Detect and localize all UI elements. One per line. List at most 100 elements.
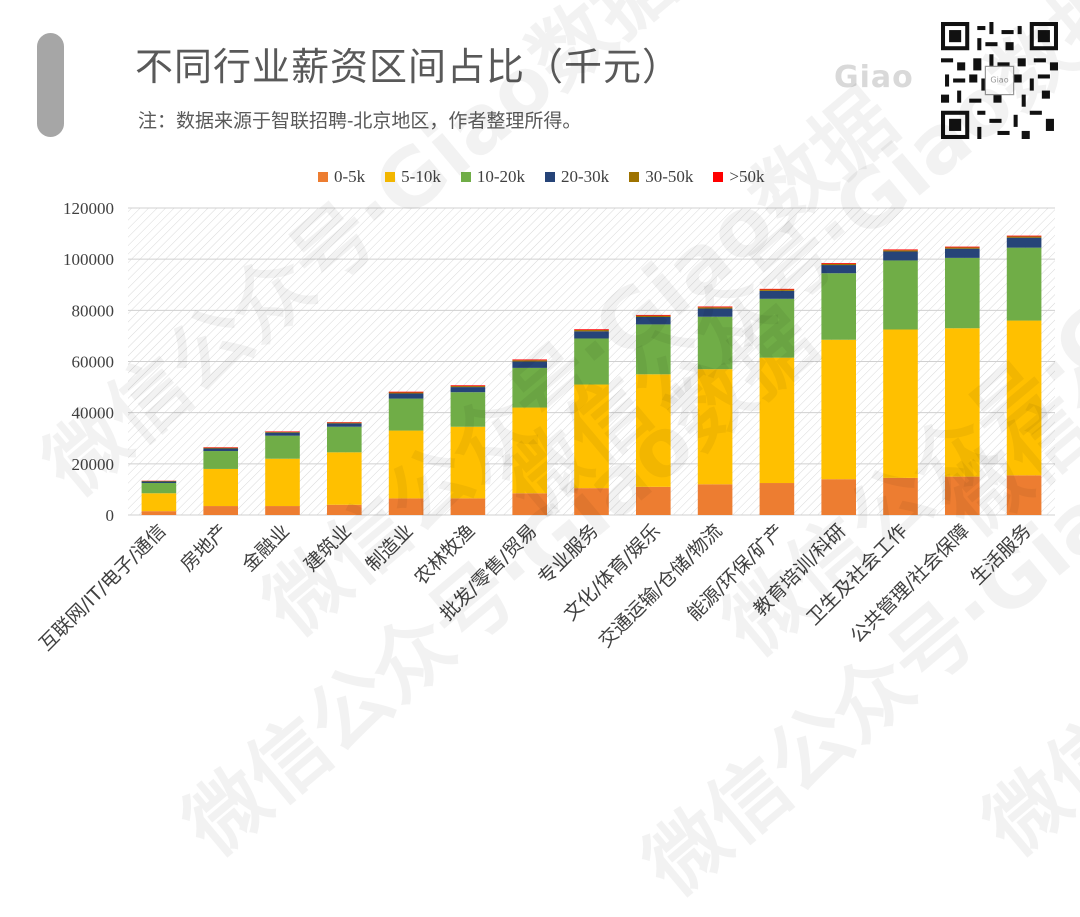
bar-segment [265, 433, 300, 436]
bar-segment [265, 436, 300, 459]
bar-segment [698, 309, 733, 317]
y-tick-label: 60000 [72, 353, 115, 372]
bar-segment [327, 423, 362, 424]
x-tick-label: 公共管理/社会保障 [846, 520, 974, 648]
x-tick-label: 生活服务 [966, 520, 1035, 589]
bar-segment [945, 249, 980, 258]
bar-segment [389, 392, 424, 393]
bar-segment [327, 452, 362, 504]
bar-segment [327, 423, 362, 426]
bar-segment [142, 481, 177, 482]
bar-segment [327, 427, 362, 453]
bar-segment [760, 358, 795, 483]
bar-segment [636, 374, 671, 487]
bar-segment [698, 369, 733, 484]
bar-segment [883, 250, 918, 251]
bar-segment [265, 432, 300, 433]
bar-segment [698, 307, 733, 308]
bar-segment [698, 484, 733, 515]
bar-segment [1007, 236, 1042, 237]
bar-segment [945, 477, 980, 515]
bar-segment [883, 260, 918, 329]
bar-segment [883, 478, 918, 515]
bar-segment [760, 289, 795, 290]
bar-segment [821, 265, 856, 273]
bar-segment [698, 306, 733, 307]
bar-segment [451, 427, 486, 499]
bar-segment [142, 493, 177, 511]
bar-segment [512, 362, 547, 368]
bar-segment [203, 447, 238, 448]
bar-segment [512, 493, 547, 515]
bar-segment [512, 408, 547, 494]
bar-segment [1007, 238, 1042, 248]
bar-segment [883, 330, 918, 478]
bar-segment [512, 359, 547, 360]
bar-segment [512, 368, 547, 408]
bar-segment [203, 448, 238, 451]
bar-segment [142, 511, 177, 515]
bar-segment [1007, 475, 1042, 515]
bar-segment [636, 487, 671, 515]
bar-segment [574, 338, 609, 384]
bar-segment [821, 263, 856, 264]
y-tick-label: 0 [106, 506, 115, 525]
bar-segment [451, 387, 486, 392]
bar-segment [760, 290, 795, 291]
bar-segment [945, 258, 980, 328]
bar-segment [389, 392, 424, 393]
bar-segment [265, 431, 300, 432]
bar-segment [389, 399, 424, 431]
y-tick-label: 40000 [72, 404, 115, 423]
x-tick-label: 金融业 [238, 520, 294, 576]
y-tick-label: 20000 [72, 455, 115, 474]
bar-segment [451, 385, 486, 386]
bar-segment [327, 505, 362, 515]
bar-segment [389, 393, 424, 398]
bar-segment [1007, 248, 1042, 321]
bar-segment [636, 324, 671, 374]
bar-segment [945, 328, 980, 476]
bar-segment [821, 273, 856, 340]
bar-segment [451, 392, 486, 427]
bar-segment [821, 264, 856, 265]
bar-segment [636, 316, 671, 317]
bar-segment [203, 469, 238, 506]
x-tick-label: 互联网/IT/电子/通信 [35, 520, 170, 655]
bar-segment [327, 422, 362, 423]
bar-segment [760, 299, 795, 358]
bar-segment [203, 448, 238, 449]
bar-segment [265, 506, 300, 515]
bar-segment [574, 329, 609, 330]
bar-segment [760, 291, 795, 299]
bar-segment [389, 431, 424, 499]
bar-segment [512, 360, 547, 361]
x-tick-label: 制造业 [362, 520, 418, 576]
x-tick-label: 建筑业 [300, 520, 356, 576]
bar-segment [1007, 321, 1042, 476]
bar-segment [821, 479, 856, 515]
bar-segment [883, 249, 918, 250]
bar-segment [265, 459, 300, 506]
bar-segment [945, 247, 980, 248]
bar-segment [574, 330, 609, 331]
bar-segment [883, 251, 918, 260]
bar-segment [389, 498, 424, 515]
bar-segment [451, 386, 486, 387]
bar-segment [574, 385, 609, 489]
bar-segment [698, 317, 733, 369]
stacked-bar-chart: 0 20000 40000 60000 80000 100000 120000 互联网/IT… [0, 0, 1080, 683]
bar-segment [574, 331, 609, 338]
bar-segment [945, 247, 980, 248]
y-tick-label: 120000 [63, 199, 114, 218]
bar-segment [142, 481, 177, 483]
bar-segment [636, 315, 671, 316]
x-tick-label: 房地产 [176, 520, 232, 576]
bar-segment [574, 488, 609, 515]
bar-segment [636, 317, 671, 324]
bar-segment [1007, 236, 1042, 237]
y-tick-label: 80000 [72, 301, 115, 320]
y-tick-label: 100000 [63, 250, 114, 269]
bar-segment [451, 498, 486, 515]
bar-segment [203, 451, 238, 469]
